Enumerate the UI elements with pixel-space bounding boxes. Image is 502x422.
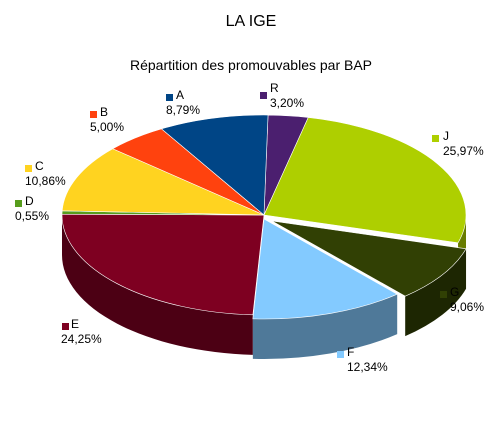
pie-sides — [62, 215, 467, 359]
slice-name-f: F — [347, 345, 354, 359]
slice-value-b: 5,00% — [90, 120, 124, 134]
legend-swatch-f — [337, 351, 344, 358]
slice-g — [271, 220, 467, 297]
chart-title: LA IGE — [225, 13, 277, 30]
slice-side-f — [252, 294, 398, 359]
slice-name-d: D — [25, 194, 34, 208]
slice-f — [252, 218, 398, 320]
chart-subtitle: Répartition des promouvables par BAP — [129, 57, 373, 73]
slice-value-g: 9,06% — [450, 300, 484, 314]
slice-c — [61, 148, 265, 216]
slice-name-b: B — [100, 105, 108, 119]
legend-swatch-c — [25, 165, 32, 172]
slice-name-c: C — [35, 159, 44, 173]
legend-swatch-r — [260, 92, 267, 99]
slice-value-j: 25,97% — [443, 144, 484, 158]
slice-name-r: R — [270, 81, 279, 95]
slice-value-r: 3,20% — [270, 96, 304, 110]
slice-value-d: 0,55% — [15, 209, 49, 223]
slice-j — [263, 117, 467, 244]
legend-swatch-d — [15, 200, 22, 207]
slice-value-c: 10,86% — [25, 174, 66, 188]
slice-value-e: 24,25% — [61, 332, 102, 346]
slice-name-g: G — [450, 285, 459, 299]
slice-name-a: A — [176, 88, 184, 102]
slice-side-g — [405, 248, 467, 337]
slice-name-j: J — [443, 129, 449, 143]
slice-side-e — [62, 215, 253, 355]
slice-a — [160, 114, 269, 216]
legend-swatch-e — [62, 323, 69, 330]
pie-labels: R3,20% J25,97% G9,06% F12,34% E24,25% D0,55% C… — [15, 81, 484, 374]
legend-swatch-b — [90, 111, 97, 118]
pie-tops — [61, 114, 467, 320]
legend-swatch-g — [440, 291, 447, 298]
slice-value-f: 12,34% — [347, 360, 388, 374]
slice-e — [61, 213, 265, 316]
slice-name-e: E — [71, 317, 79, 331]
slice-value-a: 8,79% — [166, 103, 200, 117]
legend-swatch-j — [432, 135, 439, 142]
legend-swatch-a — [166, 94, 173, 101]
